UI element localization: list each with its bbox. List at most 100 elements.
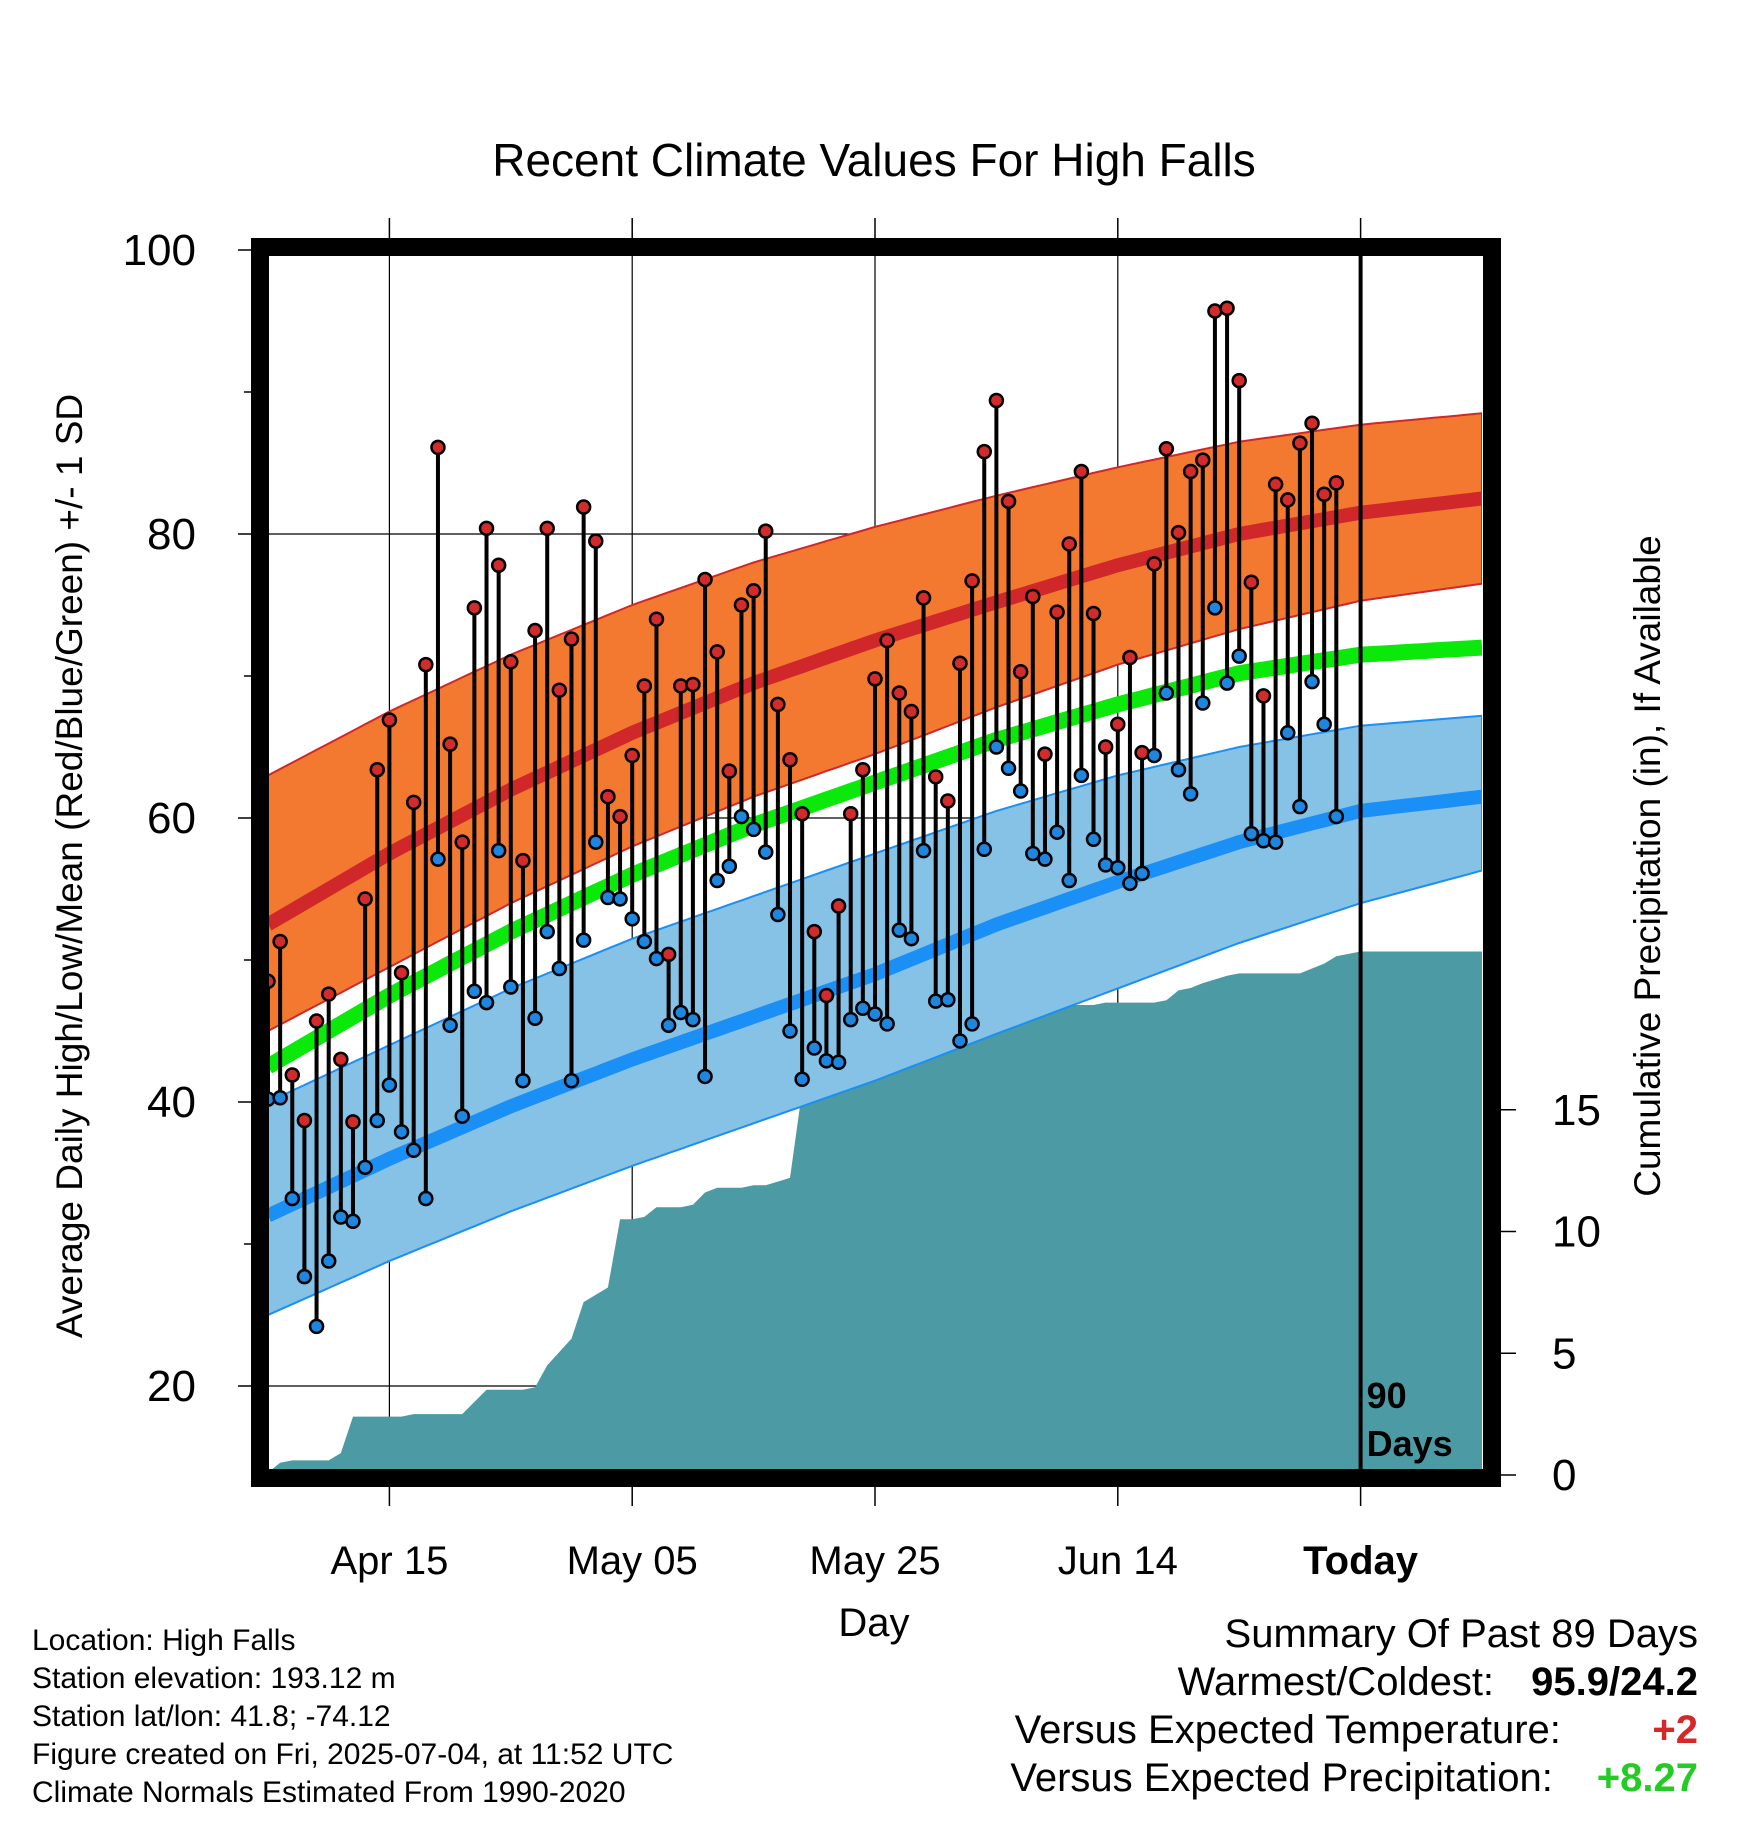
daily-high-point <box>1073 463 1090 480</box>
daily-low-point <box>903 930 920 947</box>
daily-low-point <box>891 922 908 938</box>
daily-high-point <box>551 682 568 698</box>
daily-low-point <box>1122 875 1138 892</box>
daily-low-point <box>515 1072 531 1089</box>
daily-high-point <box>685 676 701 693</box>
daily-low-point <box>806 1040 823 1056</box>
daily-low-point <box>855 1000 871 1017</box>
daily-high-point <box>1146 556 1162 572</box>
daily-low-point <box>296 1268 313 1285</box>
daily-high-point <box>600 788 616 805</box>
daily-low-point <box>770 906 786 923</box>
daily-low-point <box>1146 747 1162 764</box>
daily-high-point <box>879 632 895 649</box>
daily-high-point <box>818 987 835 1004</box>
daily-low-point <box>1158 685 1175 701</box>
daily-low-point <box>976 841 993 857</box>
daily-high-point <box>612 808 628 825</box>
summary-panel: Summary Of Past 89 Days Warmest/Coldest:… <box>1010 1610 1698 1802</box>
daily-high-point <box>770 696 786 713</box>
daily-high-point <box>575 499 592 515</box>
daily-high-point <box>988 392 1005 409</box>
daily-high-point <box>1158 441 1175 457</box>
daily-low-point <box>940 992 956 1008</box>
daily-low-point <box>588 834 604 850</box>
daily-high-point <box>1049 604 1065 620</box>
chart-title: Recent Climate Values For High Falls <box>492 134 1256 186</box>
daily-low-point <box>1280 725 1296 741</box>
y-tick-label: 100 <box>123 226 196 275</box>
daily-low-point <box>782 1023 798 1039</box>
daily-high-point <box>830 898 847 914</box>
daily-low-point <box>1037 851 1053 867</box>
daily-high-point <box>867 671 883 687</box>
daily-low-point <box>1012 783 1029 799</box>
daily-high-point <box>1061 536 1077 552</box>
daily-low-point <box>709 872 725 889</box>
daily-high-point <box>393 965 410 981</box>
y-tick-label: 80 <box>147 510 196 559</box>
daily-low-point <box>454 1108 470 1124</box>
daily-high-point <box>952 655 968 671</box>
daily-low-point <box>320 1253 337 1269</box>
daily-low-point <box>1195 695 1211 711</box>
daily-high-point <box>660 946 677 963</box>
daily-high-point <box>515 852 531 869</box>
daily-low-point <box>842 1011 859 1028</box>
daily-low-point <box>685 1011 701 1028</box>
daily-high-point <box>855 761 871 778</box>
daily-low-point <box>369 1112 386 1129</box>
daily-low-point <box>1073 767 1090 784</box>
daily-high-point <box>1231 372 1247 389</box>
daily-low-point <box>1025 845 1041 862</box>
daily-high-point <box>381 712 398 728</box>
daily-high-point <box>454 834 470 850</box>
daily-high-point <box>648 611 665 627</box>
daily-low-point <box>660 1017 677 1034</box>
y-tick-label: 20 <box>147 1362 196 1411</box>
daily-high-point <box>369 761 386 778</box>
daily-high-point <box>478 520 495 537</box>
x-tick-label: Apr 15 <box>330 1539 448 1583</box>
daily-high-point <box>442 736 458 752</box>
plot-frame <box>251 238 1501 1487</box>
daily-high-point <box>1195 452 1211 468</box>
daily-high-point <box>1110 716 1126 733</box>
daily-low-point <box>551 960 568 977</box>
daily-high-point <box>903 703 920 720</box>
daily-high-point <box>1280 492 1296 508</box>
daily-low-point <box>624 911 640 927</box>
daily-high-point <box>466 600 483 616</box>
daily-high-point <box>1000 493 1017 510</box>
daily-high-point <box>1255 688 1272 704</box>
daily-high-point <box>357 891 373 907</box>
daily-high-point <box>709 644 725 660</box>
daily-high-point <box>636 678 653 694</box>
latlon-text: Station lat/lon: 41.8; -74.12 <box>32 1700 391 1733</box>
daily-low-point <box>867 1006 883 1022</box>
daily-low-point <box>830 1054 847 1070</box>
daily-high-point <box>430 439 446 456</box>
daily-low-point <box>733 808 750 825</box>
daily-low-point <box>284 1190 301 1207</box>
daily-low-point <box>490 842 507 859</box>
precip-anomaly-value: +8.27 <box>1596 1756 1698 1800</box>
daily-low-point <box>721 858 738 875</box>
y-tick-label: 60 <box>147 794 196 843</box>
daily-high-point <box>272 933 288 950</box>
daily-low-point <box>393 1124 410 1140</box>
y2-tick-label: 5 <box>1552 1329 1576 1378</box>
daily-high-point <box>1122 649 1138 666</box>
daily-low-point <box>879 1016 895 1032</box>
precip-label: Versus Expected Precipitation: <box>1010 1756 1553 1800</box>
y2-axis-label: Cumulative Precipitation (in), If Availa… <box>1627 535 1668 1197</box>
daily-high-point <box>1267 476 1284 493</box>
summary-title: Summary Of Past 89 Days <box>1224 1612 1698 1656</box>
daily-high-point <box>1012 663 1029 680</box>
daily-low-point <box>1061 872 1077 889</box>
daily-high-point <box>1170 524 1187 541</box>
daily-low-point <box>563 1072 580 1089</box>
daily-low-point <box>1316 716 1332 733</box>
daily-high-point <box>782 752 798 768</box>
daily-high-point <box>418 656 434 673</box>
